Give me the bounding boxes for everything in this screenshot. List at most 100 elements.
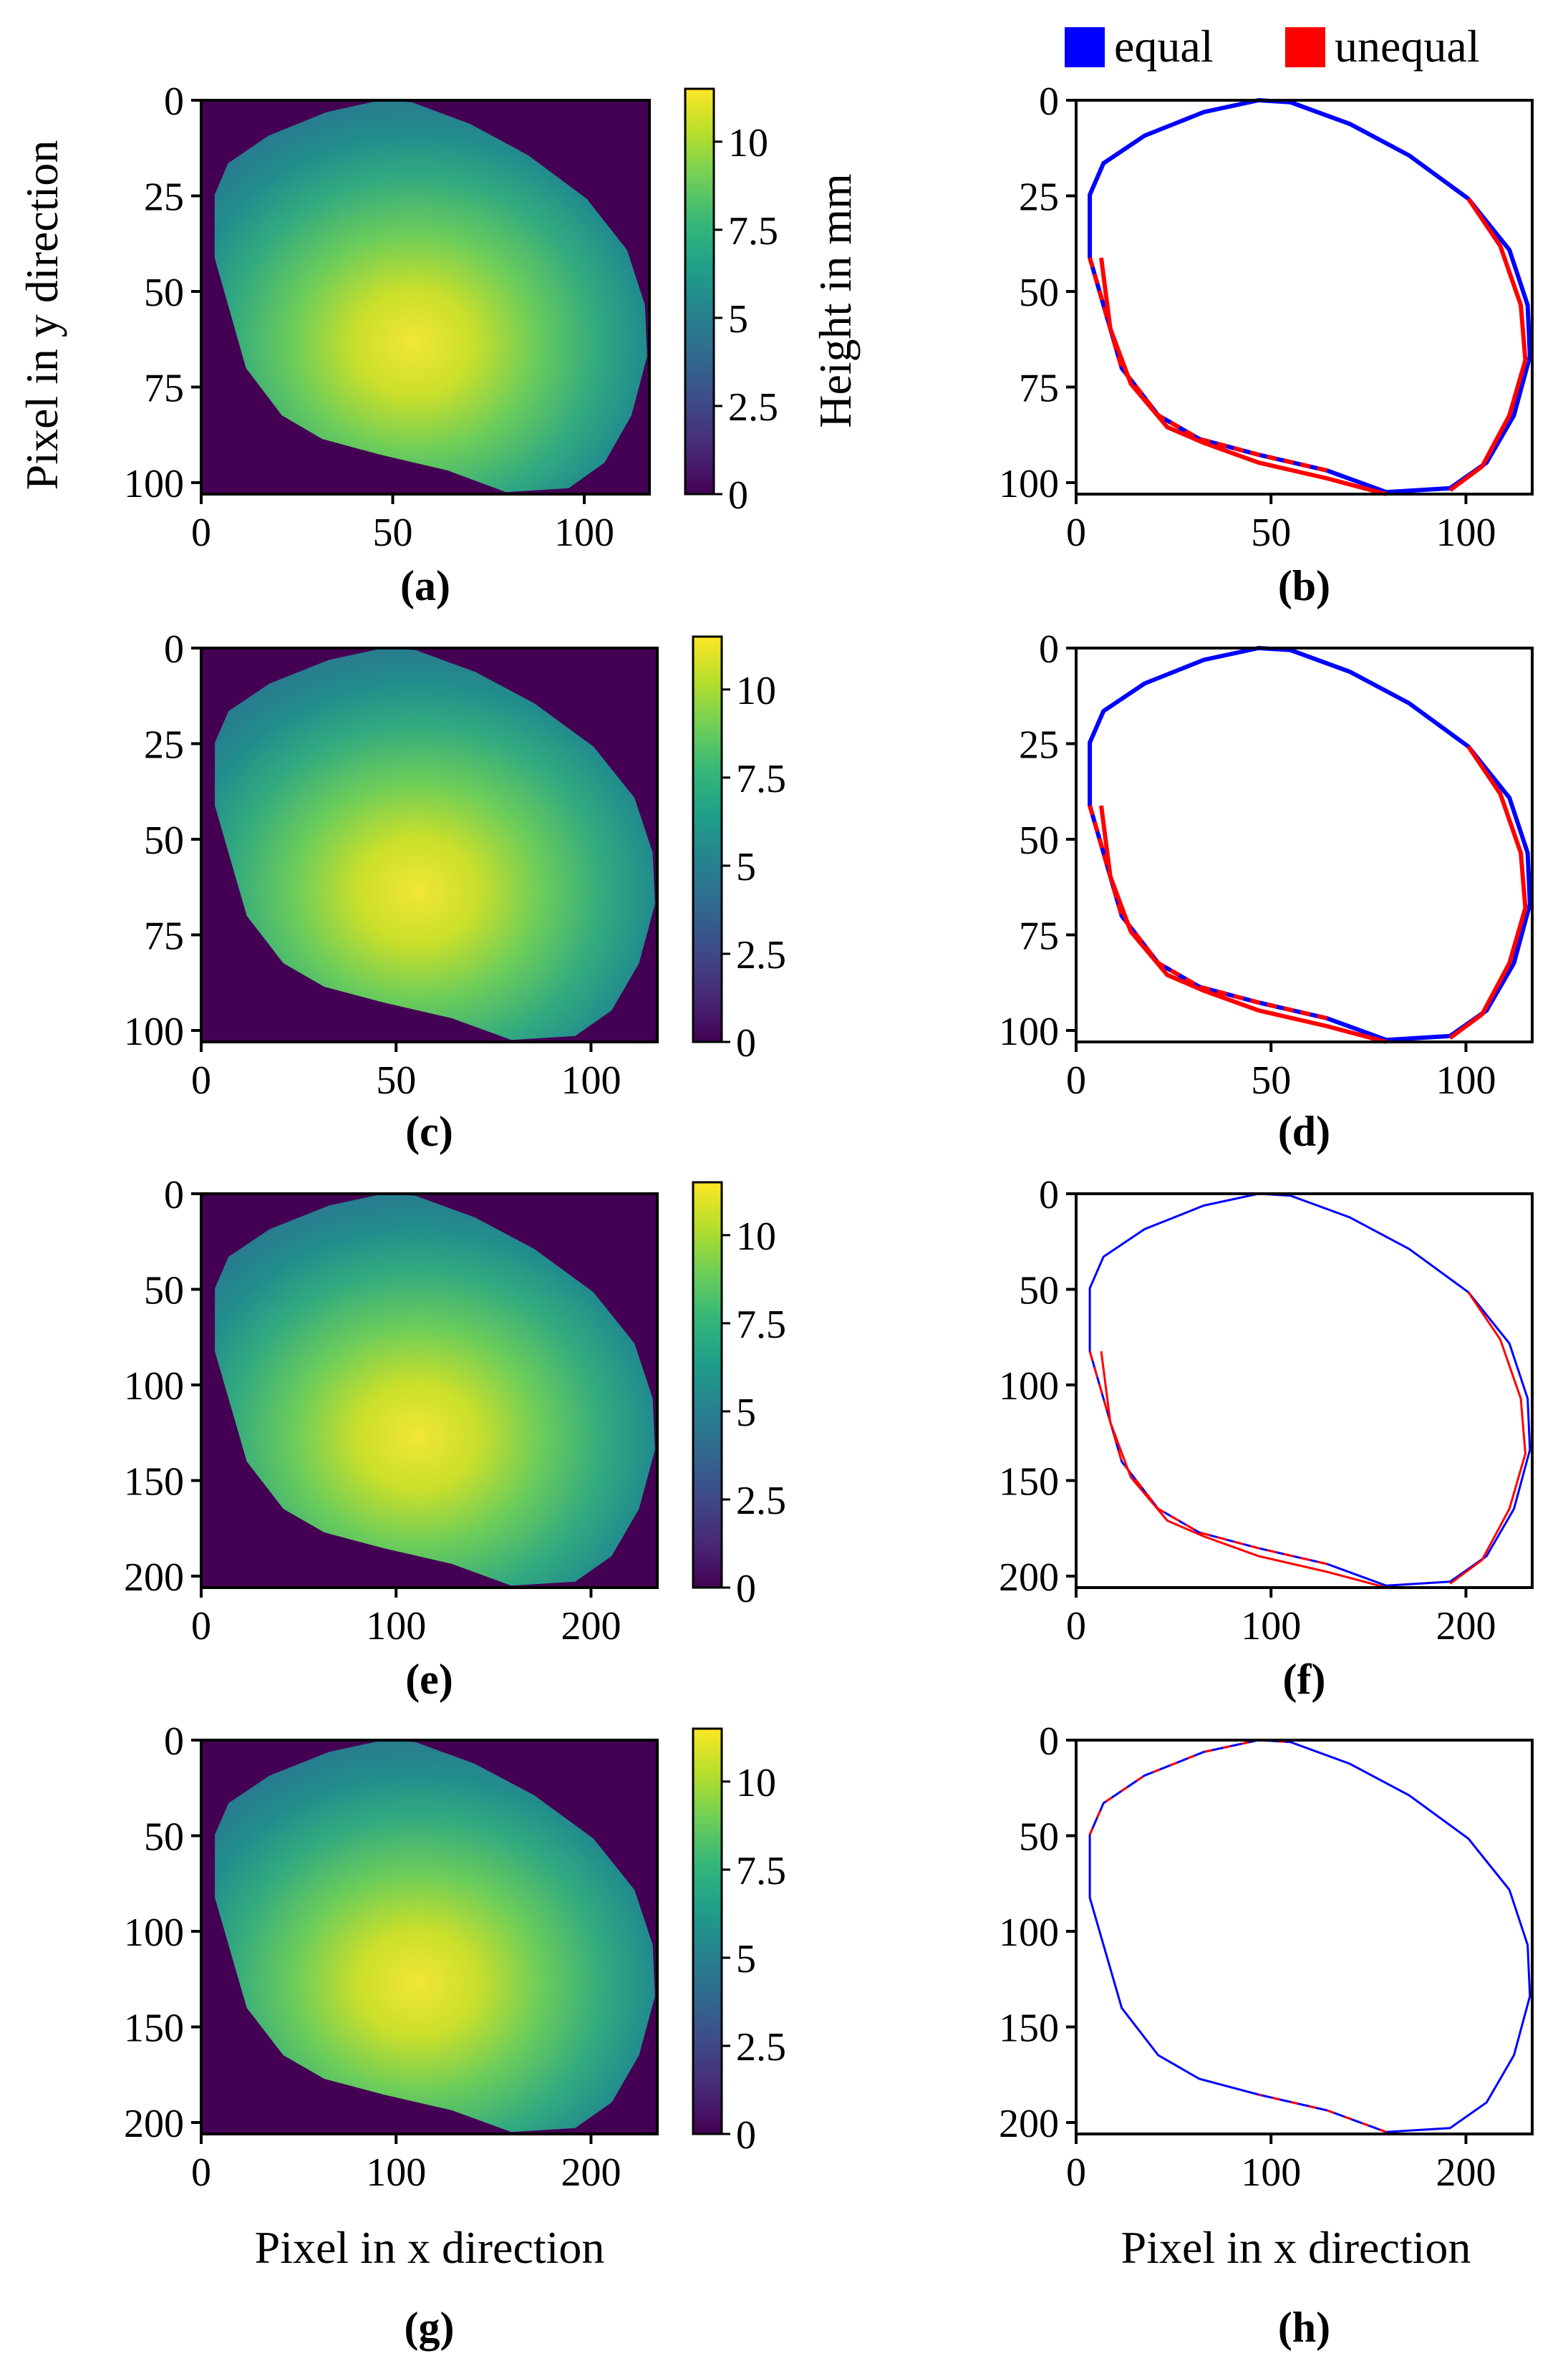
y-tick-label: 75 [144, 914, 184, 958]
colorbar-tick-label: 7.5 [736, 1303, 786, 1347]
heatmap-object [214, 100, 647, 493]
x-tick-label: 200 [561, 1604, 621, 1648]
y-tick-label: 150 [999, 1459, 1059, 1504]
x-tick-label: 100 [1241, 2150, 1301, 2195]
colorbar-tick-label: 2.5 [736, 2025, 786, 2070]
contour-unequal-right [1448, 745, 1528, 1040]
legend-equal-label: equal [1114, 21, 1214, 72]
y-tick-label: 0 [164, 627, 184, 672]
colorbar [692, 635, 723, 1043]
x-tick-label: 50 [1251, 511, 1291, 555]
axes-background [1076, 100, 1532, 494]
y-tick-label: 150 [999, 2006, 1059, 2050]
colorbar-tick-label: 2.5 [728, 385, 778, 430]
contour-unequal-lower [1099, 805, 1387, 1044]
x-tick-label: 200 [1436, 1604, 1496, 1648]
legend-unequal-swatch [1285, 27, 1325, 67]
contour-unequal-outer [1088, 805, 1328, 1020]
heatmap-object [215, 1740, 655, 2133]
axes-frame [200, 647, 659, 1043]
y-tick-label: 0 [164, 79, 184, 124]
heatmap-object [215, 1194, 655, 1586]
axes-background [1076, 1740, 1532, 2134]
colorbar-tick-label: 7.5 [728, 209, 778, 253]
colorbar-tick-label: 0 [736, 1567, 756, 1611]
y-tick-label: 0 [164, 1719, 184, 1764]
contour-unequal-bottom [1258, 2093, 1387, 2133]
x-tick-label: 100 [1241, 1604, 1301, 1648]
x-tick-label: 200 [1436, 2150, 1496, 2195]
y-tick-label: 0 [164, 1173, 184, 1217]
axes-background [1076, 1194, 1532, 1588]
colorbar-tick-label: 5 [736, 845, 756, 889]
y-tick-label: 100 [999, 1010, 1059, 1054]
y-tick-label: 150 [124, 1459, 184, 1504]
panel-label: (g) [405, 2304, 455, 2351]
y-tick-label: 100 [124, 1911, 184, 1955]
y-tick-label: 200 [124, 1555, 184, 1600]
contour-unequal-lower [1099, 257, 1387, 496]
y-tick-label: 0 [1039, 1719, 1059, 1764]
x-tick-label: 100 [1436, 1058, 1496, 1103]
panel-label: (f) [1283, 1656, 1326, 1703]
colorbar-tick-label: 0 [736, 2113, 756, 2158]
panel-label: (d) [1278, 1108, 1330, 1155]
colorbar-tick-label: 10 [736, 1215, 776, 1259]
axes-frame [200, 99, 651, 496]
axes-frame [1075, 647, 1534, 1043]
contour-unequal-right [1449, 1291, 1526, 1585]
y-tick-label: 25 [1019, 723, 1059, 767]
x-axis-label-right: Pixel in x direction [1121, 2222, 1471, 2273]
y-tick-label: 150 [124, 2006, 184, 2050]
y-tick-label: 50 [1019, 271, 1059, 315]
panel-label: (a) [400, 562, 450, 609]
y-tick-label: 50 [144, 271, 184, 315]
x-tick-label: 50 [376, 1058, 416, 1103]
x-tick-label: 100 [554, 511, 614, 555]
y-tick-label: 50 [144, 1815, 184, 1859]
y-tick-label: 200 [999, 1555, 1059, 1600]
y-tick-label: 50 [1019, 1815, 1059, 1859]
panel-label: (b) [1278, 562, 1330, 609]
colorbar-tick-label: 7.5 [736, 1849, 786, 1893]
legend: equal unequal [1065, 21, 1480, 72]
y-tick-label: 100 [999, 462, 1059, 506]
colorbar-tick-label: 5 [736, 1937, 756, 1981]
legend-equal-swatch [1065, 27, 1105, 67]
x-tick-label: 50 [373, 511, 413, 555]
y-tick-label: 25 [1019, 175, 1059, 219]
heatmap-object [215, 648, 655, 1040]
y-tick-label: 25 [144, 175, 184, 219]
y-tick-label: 25 [144, 723, 184, 767]
y-tick-label: 50 [144, 818, 184, 863]
colorbar-tick-label: 10 [736, 1761, 776, 1805]
y-tick-label: 0 [1039, 79, 1059, 124]
colorbar-tick-label: 10 [728, 121, 768, 165]
y-tick-label: 100 [124, 1364, 184, 1409]
colorbar [692, 1727, 723, 2135]
x-tick-label: 0 [191, 1604, 211, 1648]
x-tick-label: 0 [1066, 511, 1086, 555]
x-tick-label: 0 [1066, 2150, 1086, 2195]
x-tick-label: 0 [191, 1058, 211, 1103]
contour-unequal-outer [1088, 257, 1328, 473]
x-tick-label: 50 [1251, 1058, 1291, 1103]
y-tick-label: 100 [999, 1911, 1059, 1955]
axes-frame [1075, 1739, 1534, 2135]
y-tick-label: 50 [1019, 1268, 1059, 1313]
colorbar-tick-label: 0 [728, 473, 748, 518]
x-tick-label: 200 [561, 2150, 621, 2195]
y-tick-label: 75 [1019, 914, 1059, 958]
x-tick-label: 0 [191, 2150, 211, 2195]
x-tick-label: 0 [191, 511, 211, 555]
y-tick-label: 100 [124, 462, 184, 506]
panel-label: (c) [405, 1108, 453, 1155]
y-tick-label: 200 [124, 2102, 184, 2146]
